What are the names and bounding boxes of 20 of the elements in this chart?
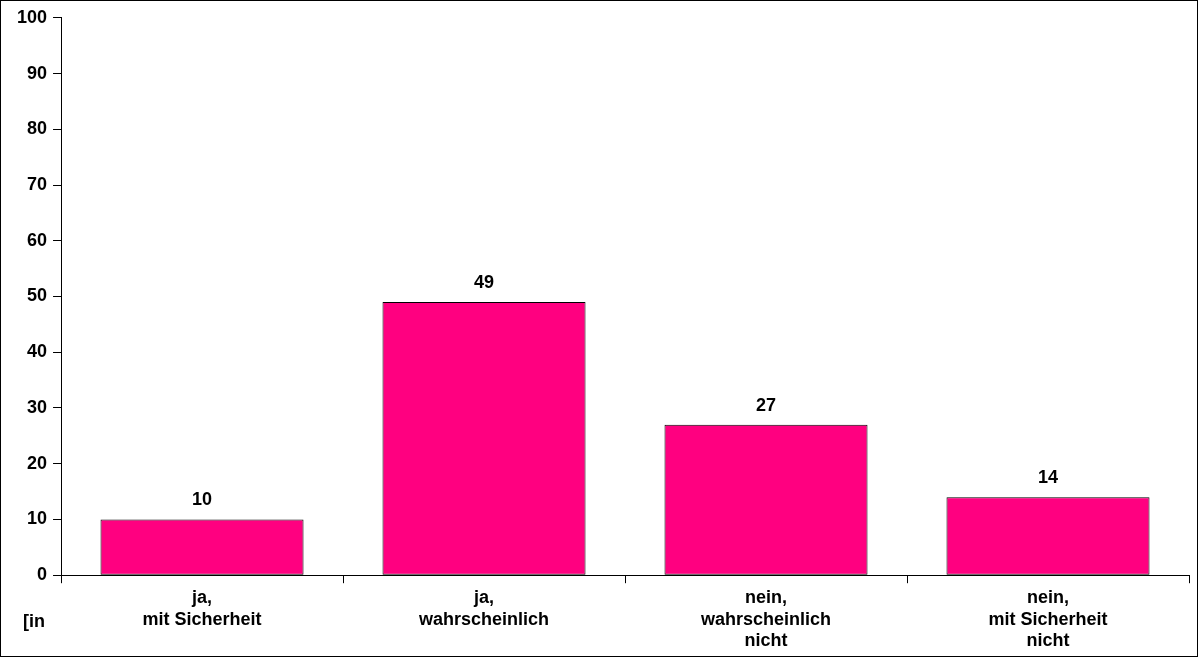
data-label: 10	[192, 489, 213, 510]
data-label: 27	[756, 394, 777, 415]
y-tick-label: 60	[27, 229, 48, 250]
y-tick-label: 0	[37, 564, 48, 585]
data-label: 49	[474, 272, 495, 293]
y-tick-label: 20	[27, 452, 48, 473]
x-tick-label: ja, wahrscheinlich	[418, 586, 550, 629]
text: [in	[23, 611, 45, 632]
y-tick-label: 70	[27, 173, 48, 194]
x-tick-label: nein, wahrscheinlich nicht	[699, 586, 832, 651]
y-tick-label: 90	[27, 62, 48, 83]
y-tick-label: 40	[27, 341, 48, 362]
y-tick-label: 50	[27, 285, 48, 306]
y-tick-label: 80	[27, 118, 48, 139]
x-tick-label: ja, mit Sicherheit	[142, 586, 262, 629]
y-tick-label: 10	[27, 508, 48, 529]
x-tick-label: nein, mit Sicherheit nicht	[988, 586, 1108, 651]
y-tick-label: 30	[27, 396, 48, 417]
y-tick-label: 100	[16, 6, 48, 27]
data-label: 14	[1037, 467, 1059, 488]
